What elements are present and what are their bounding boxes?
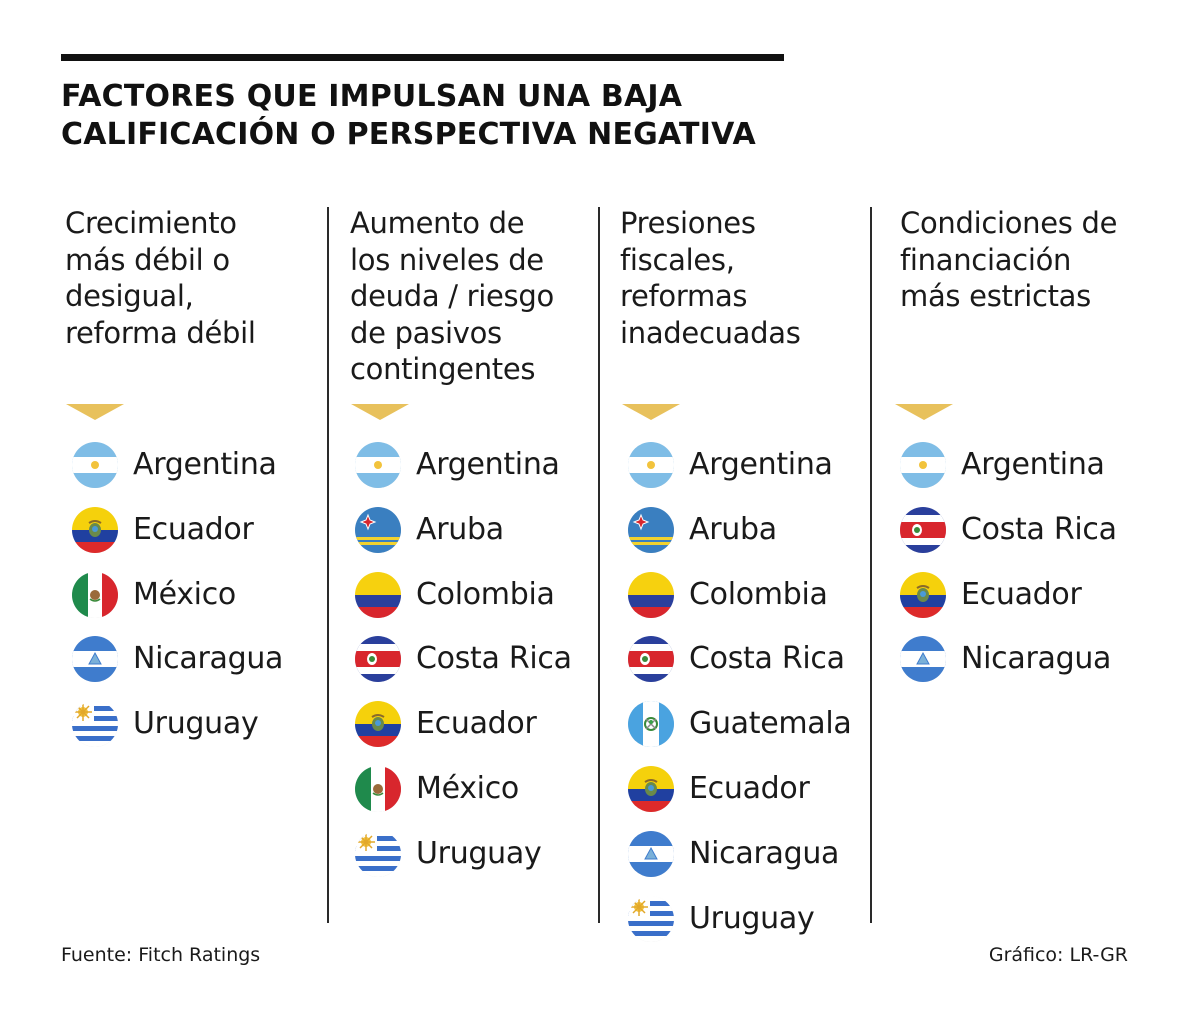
heading-line: más débil o <box>65 242 230 277</box>
mexico-flag-icon <box>72 572 118 618</box>
country-name: Uruguay <box>416 836 542 871</box>
uruguay-flag-icon <box>72 701 118 747</box>
uruguay-flag-icon <box>355 831 401 877</box>
uruguay-flag-icon <box>628 896 674 942</box>
colombia-flag-icon <box>628 572 674 618</box>
country-name: Aruba <box>689 512 777 547</box>
column-divider <box>870 207 872 923</box>
heading-line: reforma débil <box>65 315 256 350</box>
aruba-flag-icon <box>355 507 401 553</box>
graphic-credit: Gráfico: LR-GR <box>988 944 1128 966</box>
title-line-1: FACTORES QUE IMPULSAN UNA BAJA <box>61 79 683 114</box>
nicaragua-flag-icon <box>628 831 674 877</box>
country-name: Nicaragua <box>961 641 1112 676</box>
country-name: Nicaragua <box>133 641 284 676</box>
guatemala-flag-icon <box>628 701 674 747</box>
heading-line: Condiciones de <box>900 206 1118 240</box>
heading-line: contingentes <box>350 352 536 386</box>
heading-line: más estrictas <box>900 279 1091 313</box>
heading-line: Crecimiento <box>65 206 237 240</box>
country-name: Colombia <box>416 577 555 612</box>
country-name: Uruguay <box>689 901 815 936</box>
argentina-flag-icon <box>900 442 946 488</box>
column-divider <box>598 207 600 923</box>
nicaragua-flag-icon <box>72 636 118 682</box>
column-heading: Aumento de los niveles de deuda / riesgo… <box>350 205 554 388</box>
heading-line: fiscales, <box>620 242 735 277</box>
nicaragua-flag-icon <box>900 636 946 682</box>
country-name: Uruguay <box>133 706 259 741</box>
column-divider <box>327 207 329 923</box>
country-name: Argentina <box>416 447 560 482</box>
heading-line: desigual, <box>65 279 194 313</box>
country-name: Ecuador <box>133 512 254 547</box>
country-name: Costa Rica <box>689 641 845 676</box>
column-heading: Crecimiento más débil o desigual, reform… <box>65 205 256 351</box>
heading-line: los niveles de <box>350 242 544 277</box>
costa-rica-flag-icon <box>628 636 674 682</box>
country-name: Ecuador <box>416 706 537 741</box>
heading-line: inadecuadas <box>620 315 801 350</box>
argentina-flag-icon <box>628 442 674 488</box>
heading-line: de pasivos <box>350 315 502 350</box>
argentina-flag-icon <box>72 442 118 488</box>
chevron-down-icon <box>351 404 409 420</box>
heading-line: deuda / riesgo <box>350 279 554 313</box>
top-rule <box>61 54 784 61</box>
page-title: FACTORES QUE IMPULSAN UNA BAJA CALIFICAC… <box>61 78 821 154</box>
argentina-flag-icon <box>355 442 401 488</box>
country-name: Costa Rica <box>416 641 572 676</box>
country-name: Ecuador <box>689 771 810 806</box>
country-name: México <box>133 577 236 612</box>
chevron-down-icon <box>622 404 680 420</box>
country-name: Ecuador <box>961 577 1082 612</box>
aruba-flag-icon <box>628 507 674 553</box>
mexico-flag-icon <box>355 766 401 812</box>
country-name: México <box>416 771 519 806</box>
ecuador-flag-icon <box>628 766 674 812</box>
chevron-down-icon <box>895 404 953 420</box>
colombia-flag-icon <box>355 572 401 618</box>
heading-line: Presiones <box>620 206 756 240</box>
ecuador-flag-icon <box>72 507 118 553</box>
country-name: Costa Rica <box>961 512 1117 547</box>
country-name: Argentina <box>689 447 833 482</box>
costa-rica-flag-icon <box>900 507 946 553</box>
heading-line: reformas <box>620 279 748 313</box>
title-line-2: CALIFICACIÓN O PERSPECTIVA NEGATIVA <box>61 117 756 152</box>
chevron-down-icon <box>66 404 124 420</box>
heading-line: Aumento de <box>350 206 525 240</box>
column-heading: Condiciones de financiación más estricta… <box>900 205 1117 315</box>
ecuador-flag-icon <box>355 701 401 747</box>
costa-rica-flag-icon <box>355 636 401 682</box>
country-name: Nicaragua <box>689 836 840 871</box>
column-heading: Presiones fiscales, reformas inadecuadas <box>620 205 801 351</box>
country-name: Colombia <box>689 577 828 612</box>
heading-line: financiación <box>900 242 1072 277</box>
country-name: Argentina <box>961 447 1105 482</box>
source-note: Fuente: Fitch Ratings <box>61 944 261 966</box>
ecuador-flag-icon <box>900 572 946 618</box>
country-name: Guatemala <box>689 706 852 741</box>
country-name: Aruba <box>416 512 504 547</box>
country-name: Argentina <box>133 447 277 482</box>
